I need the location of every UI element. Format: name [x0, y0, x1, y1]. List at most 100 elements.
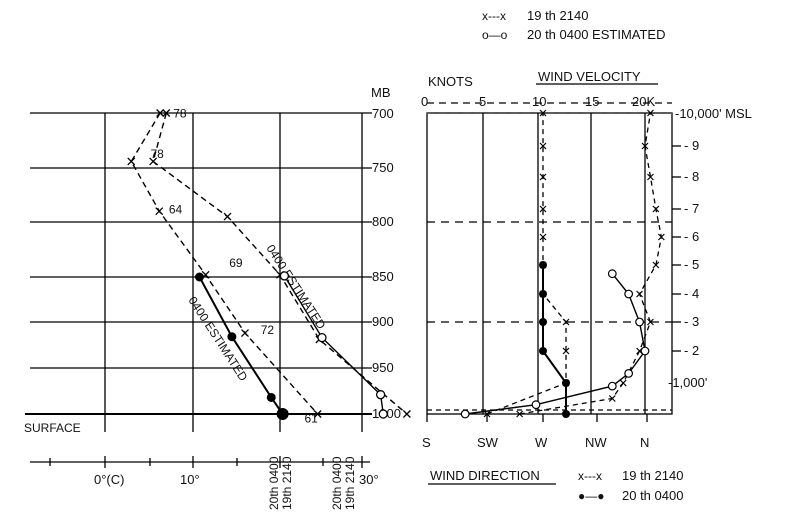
- direction-19th-point-3: [562, 318, 570, 326]
- tick-750: 750: [372, 160, 394, 175]
- direction-19th-point-9: [539, 142, 547, 150]
- bottom-marker-2: 19th 2140: [280, 456, 294, 510]
- velocity-20th-point-1: [531, 400, 541, 410]
- knots-tick-0: 0: [421, 94, 428, 109]
- wind-panel-frame: [426, 112, 673, 415]
- legend-bottom-label-1: 19 th 2140: [622, 468, 683, 483]
- legend-top-marker-2: o—o: [482, 28, 508, 42]
- point-20th-0400-estimated-2: [375, 390, 386, 400]
- dir-tick-nw: NW: [585, 435, 607, 450]
- legend-top-marker-1: x---x: [482, 9, 506, 23]
- dir-tick-sw: SW: [477, 435, 499, 450]
- point-20th-0400-estimated-3: [378, 409, 388, 419]
- x-tick-30: 30°: [359, 472, 379, 487]
- point-19th-2140-0: [156, 109, 165, 117]
- point-label-4: 72: [261, 323, 275, 337]
- point-19th-2140-5: [223, 212, 232, 221]
- direction-20th-point-1: [562, 379, 570, 387]
- point-20th-0400-3: [276, 408, 289, 420]
- velocity-19th-point-8: [652, 205, 660, 213]
- velocity-19th-point-4: [647, 318, 654, 326]
- point-20th-0400-estimated-1: [317, 332, 327, 343]
- dir-tick-n: N: [640, 435, 649, 450]
- legend-bottom-marker-2: ●—●: [578, 489, 605, 503]
- point-19th-2140-2: [127, 157, 136, 166]
- alt-label-2: - 2: [684, 343, 699, 358]
- pressure-tick-labels: 700 750 800 850 900 950 1000: [372, 106, 401, 421]
- alt-label-4: - 4: [684, 286, 699, 301]
- dir-tick-w: W: [535, 435, 548, 450]
- direction-19th-point-0: [483, 410, 491, 418]
- point-label-2: 64: [169, 202, 183, 216]
- tick-900: 900: [372, 314, 394, 329]
- velocity-20th-point-2: [607, 381, 617, 391]
- point-20th-0400-estimated-0: [279, 271, 290, 281]
- point-19th-2140-8: [241, 329, 249, 337]
- legend-bottom-marker-1: x---x: [578, 469, 602, 483]
- surface-label: SURFACE: [24, 421, 81, 435]
- velocity-19th-point-2: [619, 379, 627, 387]
- estimated-label-left: 0400 ESTIMATED: [185, 294, 250, 384]
- legend-bottom-label-2: 20 th 0400: [622, 488, 683, 503]
- direction-20th-point-3: [539, 318, 547, 326]
- dir-tick-s: S: [422, 435, 431, 450]
- legend-bottom: x---x 19 th 2140 ●—● 20 th 0400: [578, 468, 683, 503]
- point-19th-2140-11: [402, 410, 411, 418]
- direction-19th-2140-line: [486, 113, 567, 415]
- velocity-19th-point-10: [641, 142, 649, 150]
- direction-20th-point-5: [539, 261, 547, 269]
- alt-label-6: - 6: [684, 229, 699, 244]
- alt-label-3: - 3: [684, 314, 699, 329]
- velocity-20th-point-7: [607, 269, 617, 279]
- velocity-19th-point-1: [608, 395, 616, 402]
- tick-800: 800: [372, 214, 394, 229]
- legend-top-label-1: 19 th 2140: [527, 8, 588, 23]
- point-19th-2140-10: [313, 410, 322, 418]
- bottom-marker-3: 20th 0400: [330, 456, 344, 510]
- point-19th-2140-4: [155, 207, 164, 216]
- knots-tick-20: 20K: [632, 94, 655, 109]
- point-label-5: 61: [305, 411, 319, 425]
- knots-tick-15: 15: [585, 94, 599, 109]
- alt-label-5: - 5: [684, 257, 699, 272]
- velocity-20th-0400-line: [465, 273, 646, 415]
- series-19th-2140-right-curve: [152, 112, 408, 415]
- legend-top-label-2: 20 th 0400 ESTIMATED: [527, 27, 666, 42]
- series-19th-2140-left-curve: [130, 112, 319, 415]
- velocity-20th-point-6: [624, 289, 634, 299]
- tick-950: 950: [372, 360, 394, 375]
- velocity-19th-point-0: [516, 410, 524, 418]
- wind-direction-title: WIND DIRECTION: [430, 468, 540, 483]
- legend-top: x---x 19 th 2140 o—o 20 th 0400 ESTIMATE…: [482, 8, 666, 42]
- alt-label-7: - 7: [684, 201, 699, 216]
- chart-marks: 78 78 64 69 72 61: [127, 106, 665, 425]
- velocity-19th-point-11: [647, 109, 654, 117]
- knots-tick-10: 10: [532, 94, 546, 109]
- point-label-3: 69: [229, 256, 243, 270]
- knots-tick-5: 5: [479, 94, 486, 109]
- direction-19th-point-8: [539, 173, 547, 181]
- direction-19th-point-6: [539, 233, 547, 241]
- tick-700: 700: [372, 106, 394, 121]
- bottom-marker-4: 19th 2140: [343, 456, 357, 510]
- point-label-1: 78: [151, 147, 165, 161]
- knots-label: KNOTS: [428, 74, 473, 89]
- tick-850: 850: [372, 269, 394, 284]
- bottom-marker-1: 20th 0400: [267, 456, 281, 510]
- alt-label-1000: -1,000': [668, 375, 707, 390]
- point-20th-0400-1: [227, 332, 237, 342]
- velocity-19th-point-9: [647, 173, 654, 181]
- direction-19th-point-2: [562, 347, 570, 355]
- x-tick-0: 0°(C): [94, 472, 124, 487]
- point-label-0: 78: [173, 106, 187, 120]
- velocity-19th-point-7: [657, 233, 665, 241]
- wind-velocity-title: WIND VELOCITY: [538, 69, 641, 84]
- direction-20th-point-0: [562, 410, 570, 418]
- velocity-20th-point-3: [624, 369, 634, 378]
- x-tick-10: 10°: [180, 472, 200, 487]
- direction-19th-point-7: [539, 205, 547, 213]
- mb-unit-label: MB: [371, 85, 391, 100]
- altitude-tick-labels: -10,000' MSL - 9 - 8 - 7 - 6 - 5 - 4 - 3…: [668, 106, 752, 390]
- direction-20th-point-4: [539, 290, 547, 298]
- alt-label-10000: -10,000' MSL: [675, 106, 752, 121]
